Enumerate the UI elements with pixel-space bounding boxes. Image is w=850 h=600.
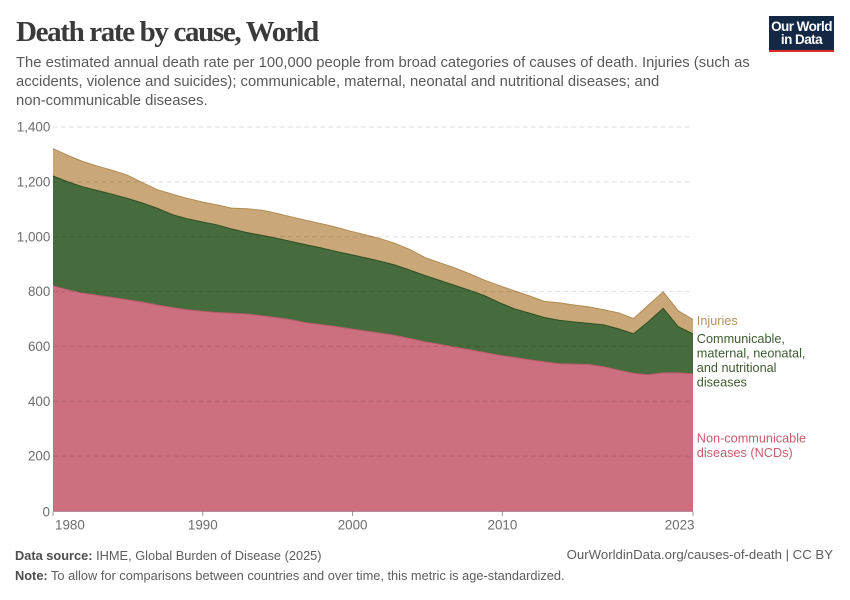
svg-text:400: 400 — [28, 394, 50, 409]
svg-text:2010: 2010 — [488, 518, 518, 533]
svg-text:1990: 1990 — [188, 518, 218, 533]
svg-text:0: 0 — [43, 504, 50, 519]
svg-text:1,000: 1,000 — [17, 229, 51, 244]
svg-text:Non-communicable: Non-communicable — [697, 432, 806, 446]
svg-text:2000: 2000 — [338, 518, 368, 533]
svg-text:diseases: diseases — [697, 376, 747, 390]
svg-text:200: 200 — [28, 449, 50, 464]
svg-text:diseases (NCDs): diseases (NCDs) — [697, 446, 793, 460]
svg-text:and nutritional: and nutritional — [697, 361, 777, 375]
svg-text:1,200: 1,200 — [17, 175, 51, 190]
svg-text:800: 800 — [28, 284, 50, 299]
svg-text:Injuries: Injuries — [697, 314, 738, 328]
svg-text:1,400: 1,400 — [17, 120, 51, 135]
svg-text:1980: 1980 — [55, 518, 85, 533]
svg-text:2023: 2023 — [665, 518, 695, 533]
svg-text:Communicable,: Communicable, — [697, 332, 785, 346]
svg-text:600: 600 — [28, 339, 50, 354]
svg-text:maternal, neonatal,: maternal, neonatal, — [697, 347, 806, 361]
